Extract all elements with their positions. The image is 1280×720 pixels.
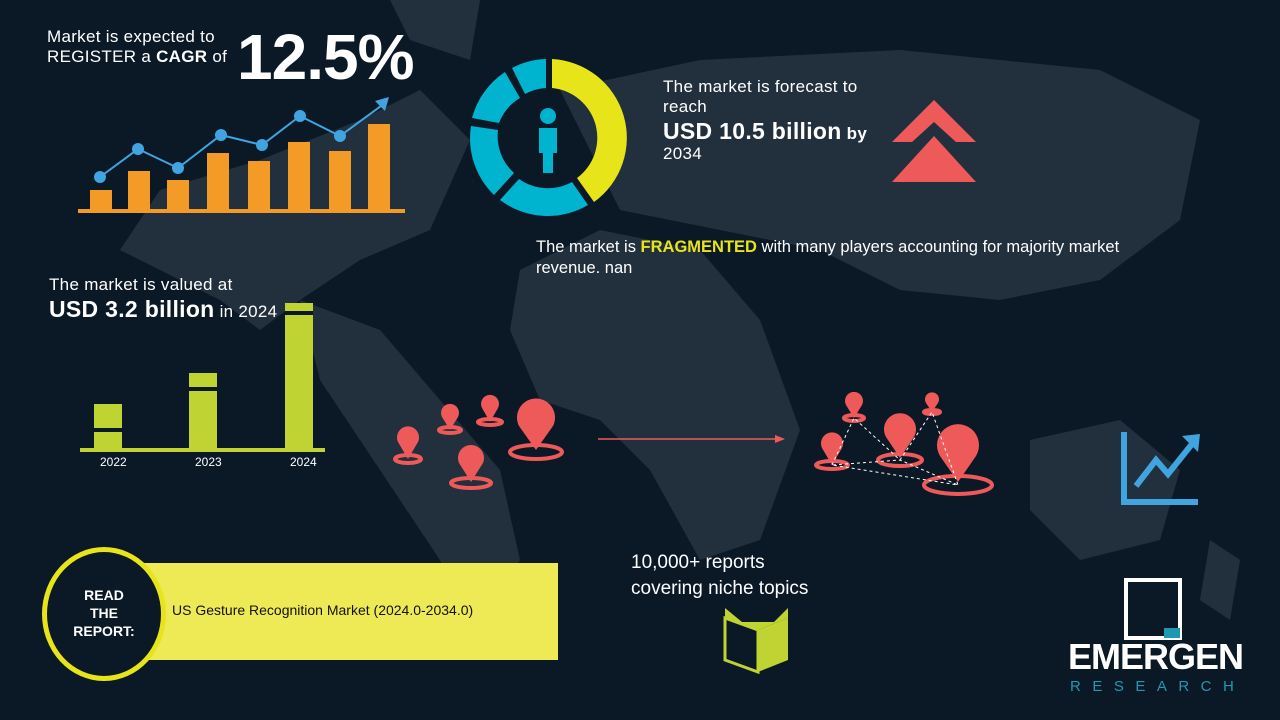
emergen-logo-mark <box>1124 578 1182 640</box>
valued-text: The market is valued at USD 3.2 billion … <box>49 275 278 322</box>
bar-2022 <box>94 404 122 450</box>
logo-sub: RESEARCH <box>1070 678 1246 695</box>
year-label: 2022 <box>100 455 127 469</box>
cagr-value: 12.5% <box>237 21 414 93</box>
location-pins-graphic <box>393 391 994 496</box>
trend-up-icon <box>1121 432 1200 505</box>
value-bar-chart <box>80 303 325 452</box>
read-report-badge[interactable]: READ THE REPORT: <box>42 547 166 681</box>
growth-chart-icon <box>78 97 405 213</box>
bar-2024 <box>285 303 313 450</box>
double-chevron-up-icon <box>892 100 976 182</box>
report-banner[interactable]: US Gesture Recognition Market (2024.0-20… <box>140 563 558 660</box>
year-label: 2024 <box>290 455 317 469</box>
report-title-link[interactable]: US Gesture Recognition Market (2024.0-20… <box>172 602 474 618</box>
donut-person-icon <box>470 59 627 217</box>
year-label: 2023 <box>195 455 222 469</box>
forecast-text: The market is forecast to reach USD 10.5… <box>663 77 868 163</box>
fragmented-text: The market is FRAGMENTED with many playe… <box>536 238 1120 277</box>
open-book-icon <box>723 608 788 674</box>
bar-2023 <box>189 373 217 450</box>
cagr-text: Market is expected to REGISTER a CAGR of <box>47 27 228 66</box>
reports-text: 10,000+ reports covering niche topics <box>631 552 809 599</box>
logo-name: EMERGEN <box>1068 636 1244 677</box>
